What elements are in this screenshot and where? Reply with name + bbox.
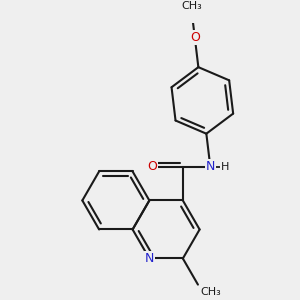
Text: N: N [145, 252, 154, 265]
Text: O: O [190, 32, 200, 44]
Text: H: H [221, 162, 230, 172]
Text: CH₃: CH₃ [181, 1, 202, 11]
Text: N: N [206, 160, 215, 173]
Text: O: O [147, 160, 157, 173]
Text: CH₃: CH₃ [200, 287, 221, 297]
